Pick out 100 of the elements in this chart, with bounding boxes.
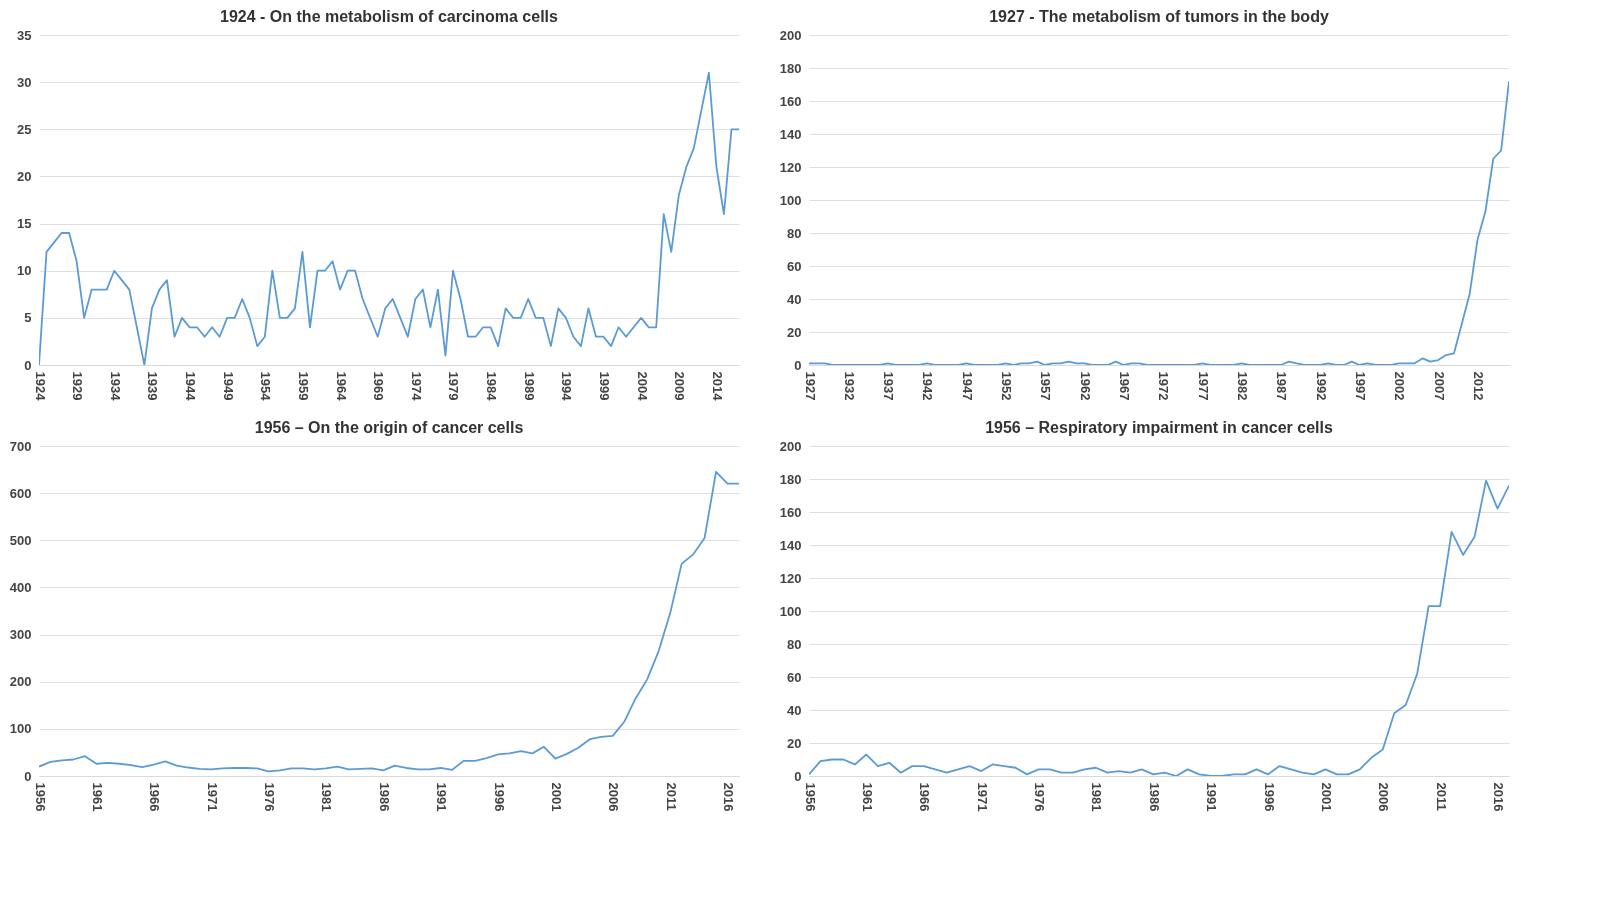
y-tick-label: 35 (17, 27, 32, 43)
x-tick-label: 1981 (1089, 782, 1105, 812)
y-tick-label: 100 (779, 192, 802, 208)
x-tick-label: 2006 (606, 782, 622, 812)
y-tick-label: 100 (779, 603, 802, 619)
y-tick-label: 200 (779, 438, 802, 454)
y-tick-label: 30 (17, 74, 32, 90)
x-tick-label: 1981 (319, 782, 335, 812)
x-tick-label: 1977 (1195, 371, 1211, 401)
x-tick-label: 1969 (371, 371, 387, 401)
chart-title: 1956 – On the origin of cancer cells (254, 419, 524, 436)
x-tick-label: 1976 (262, 782, 278, 812)
x-tick-label: 2001 (548, 782, 564, 812)
x-tick-label: 1994 (559, 371, 575, 402)
x-tick-label: 1971 (204, 782, 220, 812)
x-tick-label: 1971 (974, 782, 990, 812)
y-tick-label: 120 (779, 159, 802, 175)
x-tick-label: 1927 (802, 371, 818, 401)
x-tick-label: 1976 (1032, 782, 1048, 812)
y-tick-label: 20 (17, 168, 32, 184)
x-tick-label: 2016 (1491, 782, 1507, 812)
y-tick-label: 60 (787, 669, 802, 685)
x-tick-label: 1947 (959, 371, 975, 401)
x-tick-label: 2011 (663, 782, 679, 811)
y-tick-label: 80 (787, 636, 802, 652)
x-tick-label: 1986 (1146, 782, 1162, 812)
x-tick-label: 1996 (491, 782, 507, 812)
x-tick-label: 1997 (1353, 371, 1369, 401)
x-tick-label: 1961 (859, 782, 875, 812)
x-tick-label: 2009 (672, 371, 688, 401)
x-tick-label: 1989 (521, 371, 537, 401)
x-tick-label: 1939 (145, 371, 161, 401)
y-tick-label: 300 (9, 627, 32, 643)
y-tick-label: 160 (779, 504, 802, 520)
chart-title: 1956 – Respiratory impairment in cancer cells (985, 419, 1333, 436)
x-tick-label: 1934 (107, 371, 123, 402)
line-series (809, 80, 1509, 365)
y-tick-label: 0 (24, 357, 32, 373)
x-tick-label: 2012 (1471, 371, 1487, 401)
x-tick-label: 2004 (634, 371, 650, 402)
x-tick-label: 1992 (1313, 371, 1329, 401)
line-series (39, 471, 739, 773)
x-tick-label: 1991 (1204, 782, 1220, 812)
x-tick-label: 2007 (1431, 371, 1447, 401)
chart-title: 1924 - On the metabolism of carcinoma cells (220, 8, 559, 25)
x-tick-label: 2011 (1433, 782, 1449, 811)
y-tick-label: 180 (779, 471, 802, 487)
x-tick-label: 2006 (1376, 782, 1392, 812)
y-tick-label: 80 (787, 225, 802, 241)
y-tick-label: 60 (787, 258, 802, 274)
x-tick-label: 1944 (183, 371, 199, 402)
x-tick-label: 1961 (89, 782, 105, 812)
x-tick-label: 1949 (220, 371, 236, 401)
y-tick-label: 120 (779, 570, 802, 586)
y-tick-label: 500 (9, 532, 32, 548)
x-tick-label: 1996 (1261, 782, 1277, 812)
x-tick-label: 1954 (258, 371, 274, 402)
y-tick-label: 0 (24, 768, 32, 784)
y-tick-label: 0 (794, 357, 802, 373)
x-tick-label: 1932 (841, 371, 857, 401)
y-tick-label: 140 (779, 126, 802, 142)
x-tick-label: 1966 (147, 782, 163, 812)
y-tick-label: 180 (779, 60, 802, 76)
y-tick-label: 600 (9, 485, 32, 501)
x-tick-label: 2002 (1392, 371, 1408, 401)
chart-title: 1927 - The metabolism of tumors in the body (989, 8, 1329, 25)
x-tick-label: 1987 (1274, 371, 1290, 401)
x-tick-label: 2016 (721, 782, 737, 812)
y-tick-label: 400 (9, 579, 32, 595)
line-series (809, 479, 1509, 776)
x-tick-label: 1952 (999, 371, 1015, 401)
y-tick-label: 160 (779, 93, 802, 109)
x-tick-label: 1956 (32, 782, 48, 812)
y-tick-label: 200 (779, 27, 802, 43)
x-tick-label: 1991 (434, 782, 450, 812)
y-tick-label: 0 (794, 768, 802, 784)
y-tick-label: 200 (9, 674, 32, 690)
x-tick-label: 1967 (1117, 371, 1133, 401)
y-tick-label: 140 (779, 537, 802, 553)
x-tick-label: 1957 (1038, 371, 1054, 401)
y-tick-label: 100 (9, 721, 32, 737)
x-tick-label: 1964 (333, 371, 349, 402)
y-tick-label: 700 (9, 438, 32, 454)
y-tick-label: 40 (787, 291, 802, 307)
y-tick-label: 20 (787, 324, 802, 340)
x-tick-label: 1962 (1077, 371, 1093, 401)
line-series (39, 71, 739, 365)
x-tick-label: 1982 (1235, 371, 1251, 401)
x-tick-label: 1937 (881, 371, 897, 401)
x-tick-label: 2001 (1318, 782, 1334, 812)
x-tick-label: 1966 (917, 782, 933, 812)
x-tick-label: 1979 (446, 371, 462, 401)
x-tick-label: 1929 (70, 371, 86, 401)
x-tick-label: 1984 (484, 371, 500, 402)
x-tick-label: 1959 (295, 371, 311, 401)
y-tick-label: 25 (17, 121, 32, 137)
x-tick-label: 1974 (408, 371, 424, 402)
y-tick-label: 5 (24, 310, 32, 326)
y-tick-label: 40 (787, 702, 802, 718)
x-tick-label: 1972 (1156, 371, 1172, 401)
